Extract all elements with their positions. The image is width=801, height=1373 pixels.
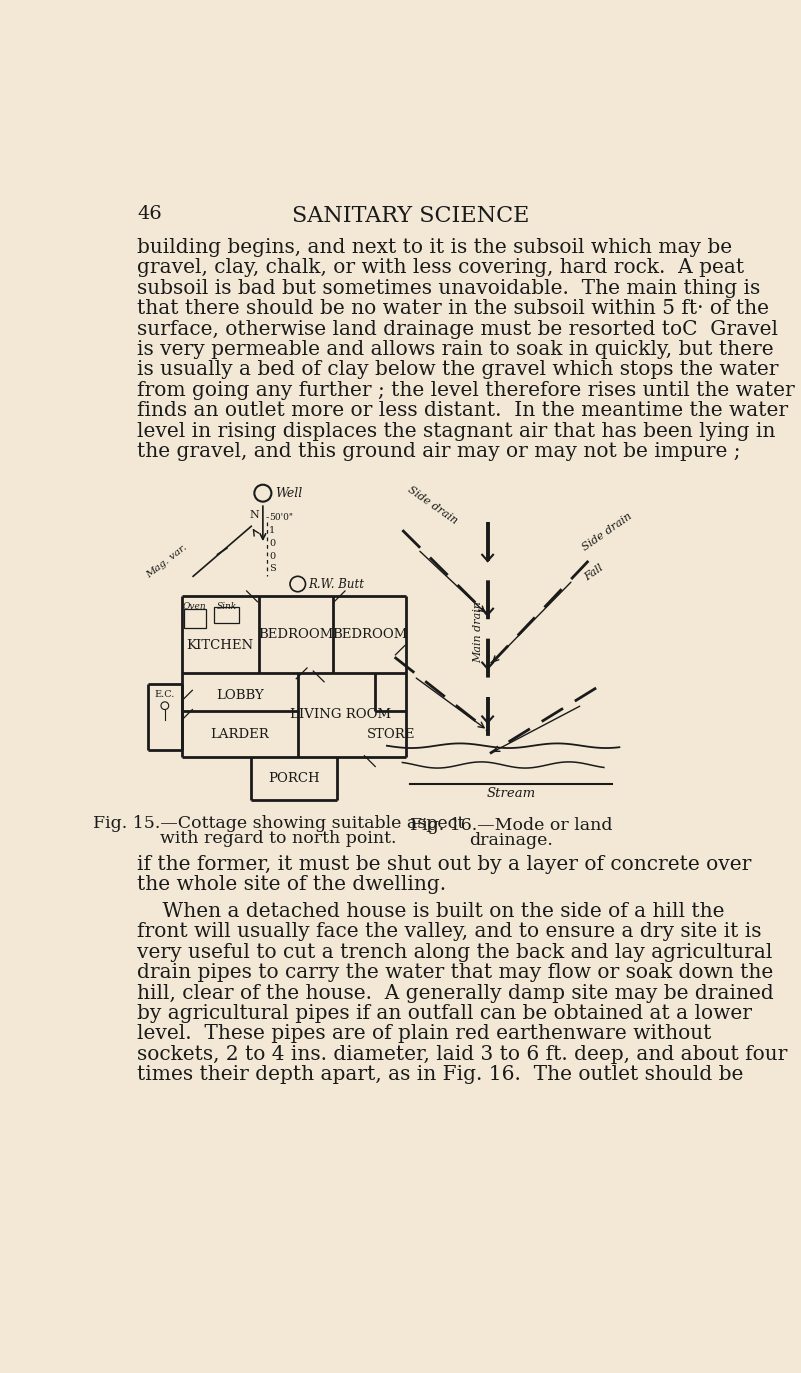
Text: 0: 0 xyxy=(269,552,276,560)
Text: by agricultural pipes if an outfall can be obtained at a lower: by agricultural pipes if an outfall can … xyxy=(137,1004,752,1023)
Text: drainage.: drainage. xyxy=(469,832,553,849)
Text: very useful to cut a trench along the back and lay agricultural: very useful to cut a trench along the ba… xyxy=(137,943,773,962)
Text: PORCH: PORCH xyxy=(268,773,320,785)
Text: if the former, it must be shut out by a layer of concrete over: if the former, it must be shut out by a … xyxy=(137,855,751,875)
Text: with regard to north point.: with regard to north point. xyxy=(160,829,396,847)
Text: from going any further ; the level therefore rises until the water: from going any further ; the level there… xyxy=(137,380,795,400)
Text: Fall: Fall xyxy=(582,562,605,582)
Text: LOBBY: LOBBY xyxy=(215,689,264,702)
Text: Side drain: Side drain xyxy=(581,511,634,552)
Text: LIVING ROOM: LIVING ROOM xyxy=(290,708,391,721)
Text: 1: 1 xyxy=(269,526,276,534)
Text: Side drain: Side drain xyxy=(406,485,460,526)
Text: is very permeable and allows rain to soak in quickly, but there: is very permeable and allows rain to soa… xyxy=(137,341,774,358)
Text: S: S xyxy=(269,564,276,573)
Text: -: - xyxy=(266,514,269,522)
Text: E.C.: E.C. xyxy=(155,691,175,699)
Text: 0: 0 xyxy=(269,538,276,548)
Text: LARDER: LARDER xyxy=(210,728,269,740)
Bar xyxy=(214,607,239,622)
Text: that there should be no water in the subsoil within 5 ft· of the: that there should be no water in the sub… xyxy=(137,299,769,319)
Text: front will usually face the valley, and to ensure a dry site it is: front will usually face the valley, and … xyxy=(137,923,762,942)
Text: drain pipes to carry the water that may flow or soak down the: drain pipes to carry the water that may … xyxy=(137,964,774,982)
Text: 50'0": 50'0" xyxy=(269,514,293,522)
Text: KITCHEN: KITCHEN xyxy=(187,638,254,652)
Text: N: N xyxy=(249,511,260,520)
Text: When a detached house is built on the side of a hill the: When a detached house is built on the si… xyxy=(137,902,725,921)
Text: building begins, and next to it is the subsoil which may be: building begins, and next to it is the s… xyxy=(137,238,732,257)
Text: Well: Well xyxy=(276,486,303,500)
Text: level.  These pipes are of plain red earthenware without: level. These pipes are of plain red eart… xyxy=(137,1024,712,1043)
Text: BEDROOM: BEDROOM xyxy=(258,627,333,641)
Text: times their depth apart, as in Fig. 16.  The outlet should be: times their depth apart, as in Fig. 16. … xyxy=(137,1065,743,1085)
Text: sockets, 2 to 4 ins. diameter, laid 3 to 6 ft. deep, and about four: sockets, 2 to 4 ins. diameter, laid 3 to… xyxy=(137,1045,787,1064)
Text: Stream: Stream xyxy=(486,787,536,799)
Text: STORE: STORE xyxy=(367,728,415,740)
Text: Oven: Oven xyxy=(183,603,207,611)
Text: SANITARY SCIENCE: SANITARY SCIENCE xyxy=(292,205,529,227)
Text: the gravel, and this ground air may or may not be impure ;: the gravel, and this ground air may or m… xyxy=(137,442,741,461)
Text: level in rising displaces the stagnant air that has been lying in: level in rising displaces the stagnant a… xyxy=(137,422,775,441)
Bar xyxy=(183,608,206,627)
Text: Main drain: Main drain xyxy=(473,601,483,663)
Text: gravel, clay, chalk, or with less covering, hard rock.  A peat: gravel, clay, chalk, or with less coveri… xyxy=(137,258,744,277)
Text: Sink: Sink xyxy=(216,603,236,611)
Text: 46: 46 xyxy=(137,205,162,222)
Text: Mag. var.: Mag. var. xyxy=(145,542,189,581)
Text: is usually a bed of clay below the gravel which stops the water: is usually a bed of clay below the grave… xyxy=(137,360,779,379)
Text: subsoil is bad but sometimes unavoidable.  The main thing is: subsoil is bad but sometimes unavoidable… xyxy=(137,279,761,298)
Text: Fig. 16.—Mode or land: Fig. 16.—Mode or land xyxy=(409,817,612,835)
Text: hill, clear of the house.  A generally damp site may be drained: hill, clear of the house. A generally da… xyxy=(137,983,774,1002)
Text: the whole site of the dwelling.: the whole site of the dwelling. xyxy=(137,876,446,894)
Text: surface, otherwise land drainage must be resorted toC  Gravel: surface, otherwise land drainage must be… xyxy=(137,320,779,339)
Text: finds an outlet more or less distant.  In the meantime the water: finds an outlet more or less distant. In… xyxy=(137,401,788,420)
Text: BEDROOM: BEDROOM xyxy=(332,627,407,641)
Text: R.W. Butt: R.W. Butt xyxy=(308,578,364,590)
Text: Fig. 15.—Cottage showing suitable aspect: Fig. 15.—Cottage showing suitable aspect xyxy=(93,816,464,832)
